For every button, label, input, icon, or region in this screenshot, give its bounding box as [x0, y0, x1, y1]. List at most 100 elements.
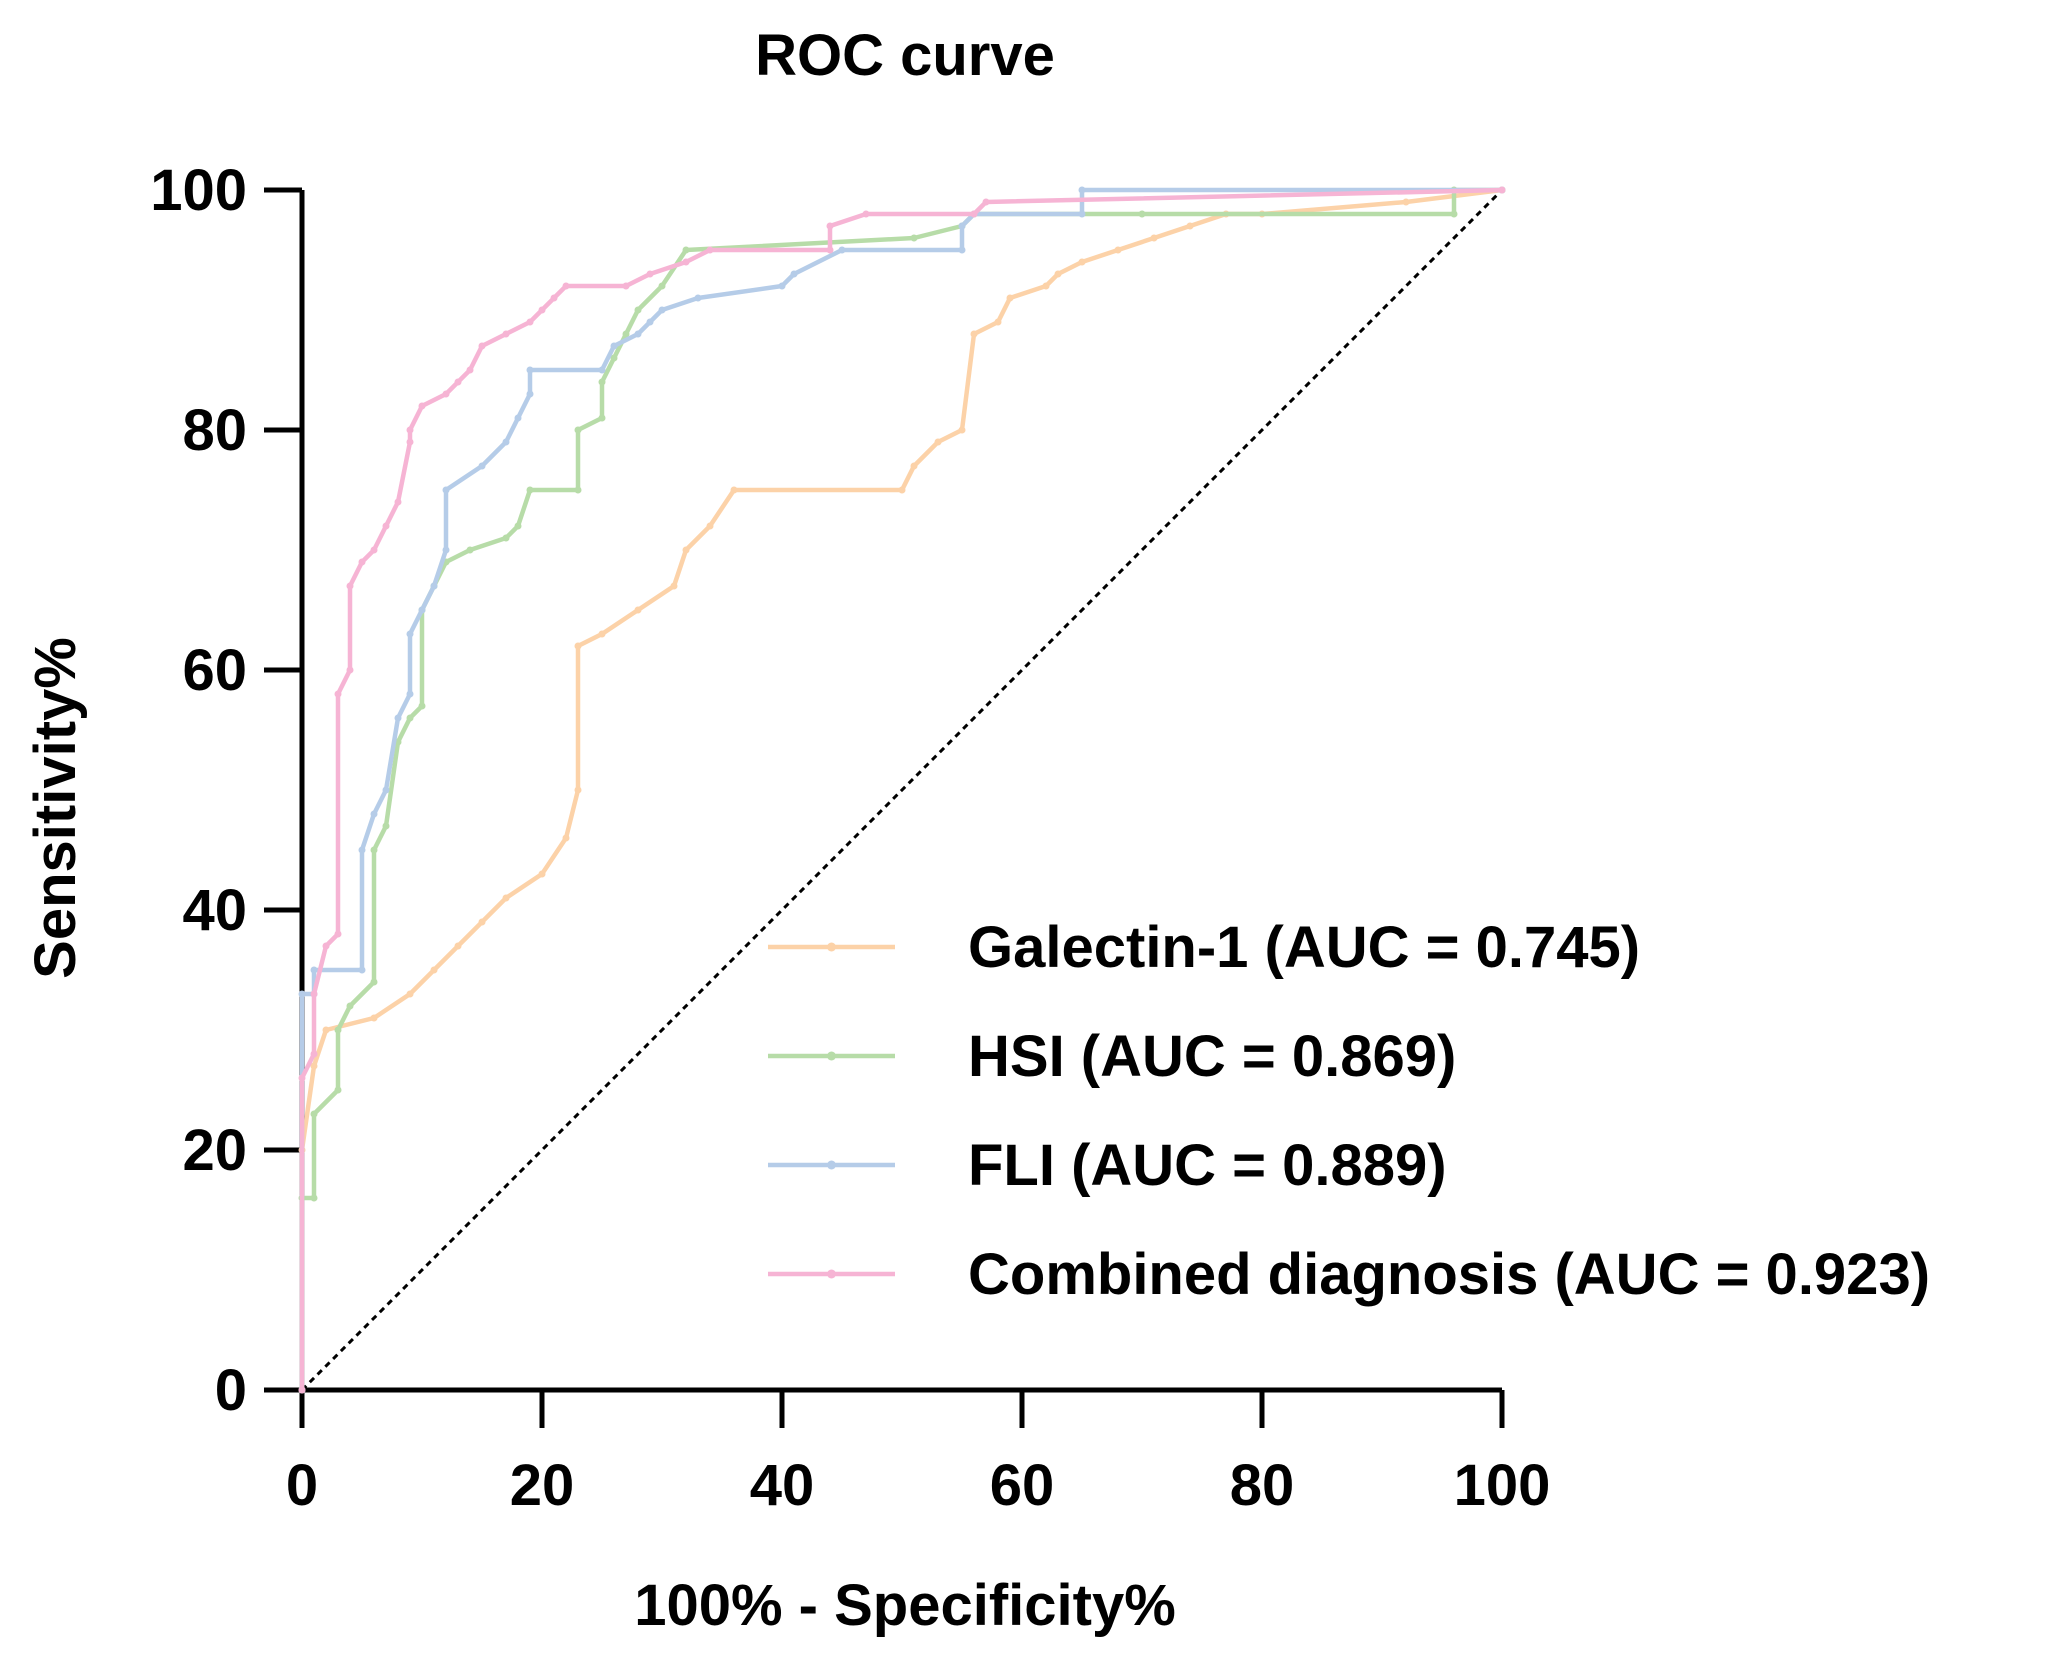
data-point — [622, 330, 630, 338]
data-point — [406, 990, 414, 998]
y-tick-label: 40 — [182, 878, 247, 943]
data-point — [550, 294, 558, 302]
data-point — [982, 198, 990, 206]
chart-title: ROC curve — [755, 23, 1055, 88]
data-point — [778, 282, 786, 290]
legend-item: Galectin-1 (AUC = 0.745) — [768, 915, 1640, 980]
data-point — [934, 438, 942, 446]
data-point — [574, 486, 582, 494]
data-point — [598, 414, 606, 422]
data-point — [898, 486, 906, 494]
data-point — [526, 390, 534, 398]
data-point — [418, 606, 426, 614]
data-point — [826, 222, 834, 230]
legend: Galectin-1 (AUC = 0.745) HSI (AUC = 0.869… — [768, 915, 1930, 1307]
x-tick-label: 100 — [1454, 1453, 1551, 1518]
data-point — [370, 1014, 378, 1022]
data-point — [466, 546, 474, 554]
data-point — [502, 438, 510, 446]
data-point — [682, 546, 690, 554]
data-point — [682, 246, 690, 254]
data-point — [406, 714, 414, 722]
data-point — [406, 690, 414, 698]
data-point — [358, 558, 366, 566]
data-point — [382, 522, 390, 530]
y-tick-label: 80 — [182, 398, 247, 463]
y-tick-label: 100 — [150, 158, 247, 223]
data-point — [346, 582, 354, 590]
data-point — [634, 306, 642, 314]
x-tick-label: 20 — [510, 1453, 575, 1518]
data-point — [646, 318, 654, 326]
data-point — [394, 714, 402, 722]
legend-marker — [827, 1269, 836, 1279]
data-point — [442, 546, 450, 554]
data-point — [970, 330, 978, 338]
data-point — [1078, 210, 1086, 218]
x-tick-label: 0 — [286, 1453, 318, 1518]
data-point — [730, 486, 738, 494]
data-point — [1078, 258, 1086, 266]
data-point — [1078, 186, 1086, 194]
data-point — [358, 846, 366, 854]
x-tick-label: 60 — [990, 1453, 1055, 1518]
data-point — [562, 282, 570, 290]
data-point — [706, 522, 714, 530]
data-point — [514, 522, 522, 530]
data-point — [1006, 294, 1014, 302]
data-point — [994, 318, 1002, 326]
legend-marker — [827, 1160, 836, 1170]
legend-item: FLI (AUC = 0.889) — [768, 1133, 1447, 1198]
data-point — [1042, 282, 1050, 290]
reference-diagonal-line — [300, 188, 1504, 1392]
data-point — [334, 1026, 342, 1034]
data-point — [790, 270, 798, 278]
legend-label: HSI (AUC = 0.869) — [968, 1024, 1456, 1089]
y-tick-label: 20 — [182, 1118, 247, 1183]
data-point — [310, 1050, 318, 1058]
data-point — [502, 894, 510, 902]
legend-marker — [827, 1051, 836, 1061]
data-point — [970, 210, 978, 218]
data-point — [622, 282, 630, 290]
data-point — [358, 966, 366, 974]
data-point — [1498, 186, 1506, 194]
data-point — [610, 354, 618, 362]
data-point — [526, 318, 534, 326]
data-point — [958, 246, 966, 254]
data-point — [562, 834, 570, 842]
y-axis-label: Sensitivity% — [23, 637, 88, 979]
data-point — [502, 534, 510, 542]
data-point — [310, 1062, 318, 1070]
data-point — [574, 642, 582, 650]
data-point — [478, 462, 486, 470]
data-point — [658, 306, 666, 314]
data-point — [694, 294, 702, 302]
data-point — [442, 390, 450, 398]
data-point — [406, 438, 414, 446]
data-point — [958, 426, 966, 434]
data-point — [322, 942, 330, 950]
data-point — [1402, 198, 1410, 206]
data-point — [826, 246, 834, 254]
data-point — [418, 702, 426, 710]
data-point — [862, 210, 870, 218]
data-point — [418, 402, 426, 410]
x-tick-label: 40 — [750, 1453, 815, 1518]
data-point — [1450, 210, 1458, 218]
data-point — [430, 966, 438, 974]
data-point — [370, 810, 378, 818]
data-point — [526, 366, 534, 374]
data-point — [634, 330, 642, 338]
data-point — [478, 918, 486, 926]
data-point — [466, 366, 474, 374]
data-point — [958, 222, 966, 230]
data-point — [658, 282, 666, 290]
data-point — [310, 966, 318, 974]
data-point — [910, 462, 918, 470]
data-point — [310, 1194, 318, 1202]
x-tick-label: 80 — [1230, 1453, 1295, 1518]
data-point — [634, 606, 642, 614]
data-point — [1054, 270, 1062, 278]
